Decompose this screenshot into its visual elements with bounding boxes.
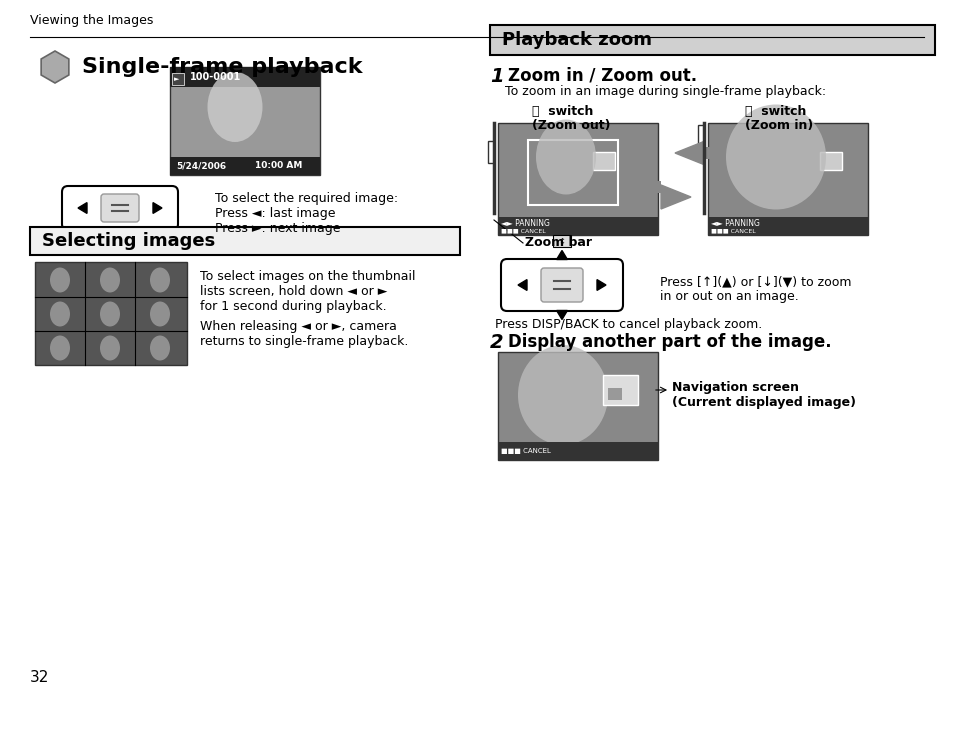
Text: ◄► PANNING: ◄► PANNING xyxy=(710,220,760,229)
FancyBboxPatch shape xyxy=(62,186,178,230)
Polygon shape xyxy=(556,310,567,319)
Ellipse shape xyxy=(208,72,262,142)
FancyBboxPatch shape xyxy=(101,194,139,222)
Bar xyxy=(170,157,319,175)
Polygon shape xyxy=(517,279,526,291)
Text: ►: ► xyxy=(173,76,179,82)
Text: 5/24/2006: 5/24/2006 xyxy=(175,162,226,171)
Bar xyxy=(497,442,658,460)
Bar xyxy=(30,227,459,255)
Ellipse shape xyxy=(517,345,607,445)
Bar xyxy=(698,125,703,153)
Ellipse shape xyxy=(100,335,120,360)
FancyBboxPatch shape xyxy=(540,268,582,302)
FancyBboxPatch shape xyxy=(500,259,622,311)
Text: To zoom in an image during single-frame playback:: To zoom in an image during single-frame … xyxy=(504,85,825,98)
Polygon shape xyxy=(597,279,605,291)
Text: ■■■ CANCEL: ■■■ CANCEL xyxy=(710,229,755,233)
Text: 2: 2 xyxy=(490,333,503,352)
Bar xyxy=(820,152,841,170)
Ellipse shape xyxy=(50,301,70,326)
Ellipse shape xyxy=(50,335,70,360)
Text: Single-frame playback: Single-frame playback xyxy=(82,57,362,77)
Text: Playback zoom: Playback zoom xyxy=(501,31,651,49)
Text: When releasing ◄ or ►, camera: When releasing ◄ or ►, camera xyxy=(200,320,396,333)
Text: Navigation screen
(Current displayed image): Navigation screen (Current displayed ima… xyxy=(671,381,855,409)
Ellipse shape xyxy=(100,301,120,326)
Text: Zoom bar: Zoom bar xyxy=(524,236,592,249)
Text: Press [↑](▲) or [↓](▼) to zoom
in or out on an image.: Press [↑](▲) or [↓](▼) to zoom in or out… xyxy=(659,275,851,303)
Text: ⧄  switch: ⧄ switch xyxy=(532,105,593,118)
Bar xyxy=(642,181,660,193)
Polygon shape xyxy=(660,185,690,209)
Text: Press ◄: last image: Press ◄: last image xyxy=(214,207,335,220)
Text: (Zoom in): (Zoom in) xyxy=(744,119,812,132)
Ellipse shape xyxy=(100,267,120,292)
Text: ⧅  switch: ⧅ switch xyxy=(744,105,805,118)
Text: returns to single-frame playback.: returns to single-frame playback. xyxy=(200,335,408,348)
Ellipse shape xyxy=(150,335,170,360)
Bar xyxy=(704,147,722,159)
Text: Press ►: next image: Press ►: next image xyxy=(214,222,340,235)
Text: 1: 1 xyxy=(490,67,503,86)
Text: Display another part of the image.: Display another part of the image. xyxy=(507,333,831,351)
Text: ■■■ CANCEL: ■■■ CANCEL xyxy=(500,229,545,233)
Text: To select the required image:: To select the required image: xyxy=(214,192,397,205)
Polygon shape xyxy=(41,51,69,83)
Ellipse shape xyxy=(150,301,170,326)
Bar xyxy=(607,388,621,400)
Text: To select images on the thumbnail: To select images on the thumbnail xyxy=(200,270,416,283)
Text: ↕: ↕ xyxy=(558,236,565,245)
Bar xyxy=(707,217,867,235)
Polygon shape xyxy=(675,141,704,165)
Polygon shape xyxy=(152,202,162,214)
Ellipse shape xyxy=(536,119,596,195)
Bar xyxy=(170,67,319,175)
Text: lists screen, hold down ◄ or ►: lists screen, hold down ◄ or ► xyxy=(200,285,387,298)
Polygon shape xyxy=(78,202,87,214)
Text: 10:00 AM: 10:00 AM xyxy=(254,162,302,171)
Bar xyxy=(35,262,187,365)
Bar xyxy=(593,152,615,170)
Bar xyxy=(170,67,319,87)
Ellipse shape xyxy=(725,104,825,209)
Text: (Zoom out): (Zoom out) xyxy=(532,119,610,132)
Bar xyxy=(172,73,184,85)
Bar xyxy=(553,235,571,247)
Bar xyxy=(602,375,638,405)
Bar xyxy=(527,140,618,205)
Text: Zoom in / Zoom out.: Zoom in / Zoom out. xyxy=(507,67,697,85)
Text: Selecting images: Selecting images xyxy=(42,232,215,250)
Bar xyxy=(497,217,658,235)
Text: Viewing the Images: Viewing the Images xyxy=(30,14,153,27)
Bar xyxy=(490,25,934,55)
Text: ■■■ CANCEL: ■■■ CANCEL xyxy=(500,448,550,454)
Text: ◄► PANNING: ◄► PANNING xyxy=(500,220,549,229)
Bar xyxy=(497,123,658,235)
Ellipse shape xyxy=(150,267,170,292)
Text: 100-0001: 100-0001 xyxy=(190,72,241,82)
Polygon shape xyxy=(556,251,567,260)
Bar xyxy=(497,352,658,460)
Text: Press DISP/BACK to cancel playback zoom.: Press DISP/BACK to cancel playback zoom. xyxy=(495,318,761,331)
Ellipse shape xyxy=(50,267,70,292)
Bar xyxy=(488,141,494,163)
Bar xyxy=(707,123,867,235)
Text: for 1 second during playback.: for 1 second during playback. xyxy=(200,300,386,313)
Text: 32: 32 xyxy=(30,670,50,685)
